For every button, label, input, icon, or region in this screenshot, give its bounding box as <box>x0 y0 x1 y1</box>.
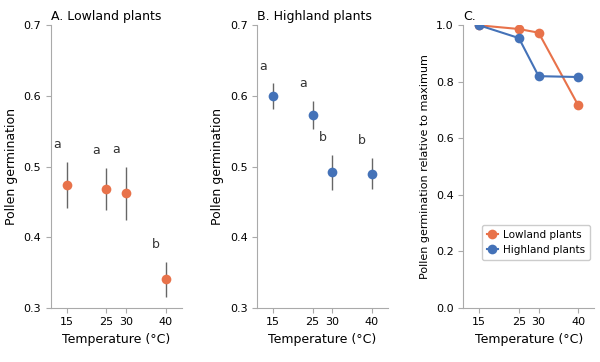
Highland plants <box>535 74 542 78</box>
Text: a: a <box>92 144 100 157</box>
X-axis label: Temperature (°C): Temperature (°C) <box>475 333 583 346</box>
Text: b: b <box>358 134 366 147</box>
Highland plants <box>476 23 483 28</box>
Lowland plants <box>476 23 483 28</box>
Lowland plants <box>515 27 523 31</box>
Highland plants <box>575 75 582 79</box>
Text: a: a <box>112 143 120 156</box>
Text: C.: C. <box>463 10 476 23</box>
Lowland plants <box>575 103 582 108</box>
Y-axis label: Pollen germination: Pollen germination <box>5 108 18 225</box>
Y-axis label: Pollen germination: Pollen germination <box>211 108 224 225</box>
X-axis label: Temperature (°C): Temperature (°C) <box>268 333 377 346</box>
Line: Highland plants: Highland plants <box>475 21 583 82</box>
Text: a: a <box>259 60 267 73</box>
Text: A. Lowland plants: A. Lowland plants <box>51 10 161 23</box>
Text: b: b <box>319 131 326 144</box>
Y-axis label: Pollen germination relative to maximum: Pollen germination relative to maximum <box>421 54 430 279</box>
X-axis label: Temperature (°C): Temperature (°C) <box>62 333 170 346</box>
Highland plants <box>515 36 523 40</box>
Text: a: a <box>53 138 61 151</box>
Line: Lowland plants: Lowland plants <box>475 21 583 110</box>
Text: b: b <box>152 238 160 251</box>
Legend: Lowland plants, Highland plants: Lowland plants, Highland plants <box>482 224 590 260</box>
Text: a: a <box>299 77 307 90</box>
Lowland plants <box>535 30 542 35</box>
Text: B. Highland plants: B. Highland plants <box>257 10 372 23</box>
